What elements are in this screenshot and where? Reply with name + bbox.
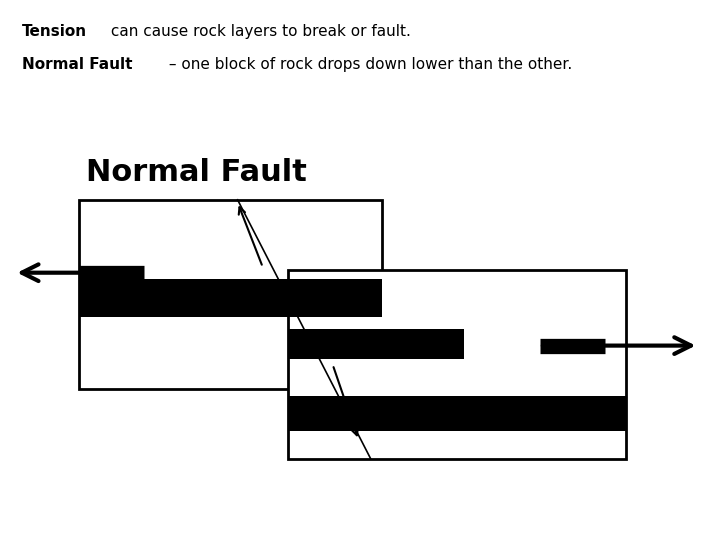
Bar — [288, 329, 464, 359]
Bar — [288, 270, 626, 459]
Text: Normal Fault: Normal Fault — [22, 57, 132, 72]
Text: can cause rock layers to break or fault.: can cause rock layers to break or fault. — [106, 24, 410, 39]
Bar — [288, 395, 626, 431]
Bar — [79, 279, 382, 317]
Text: – one block of rock drops down lower than the other.: – one block of rock drops down lower tha… — [164, 57, 572, 72]
Bar — [79, 200, 382, 389]
Text: Normal Fault: Normal Fault — [86, 158, 307, 187]
Text: Tension: Tension — [22, 24, 86, 39]
